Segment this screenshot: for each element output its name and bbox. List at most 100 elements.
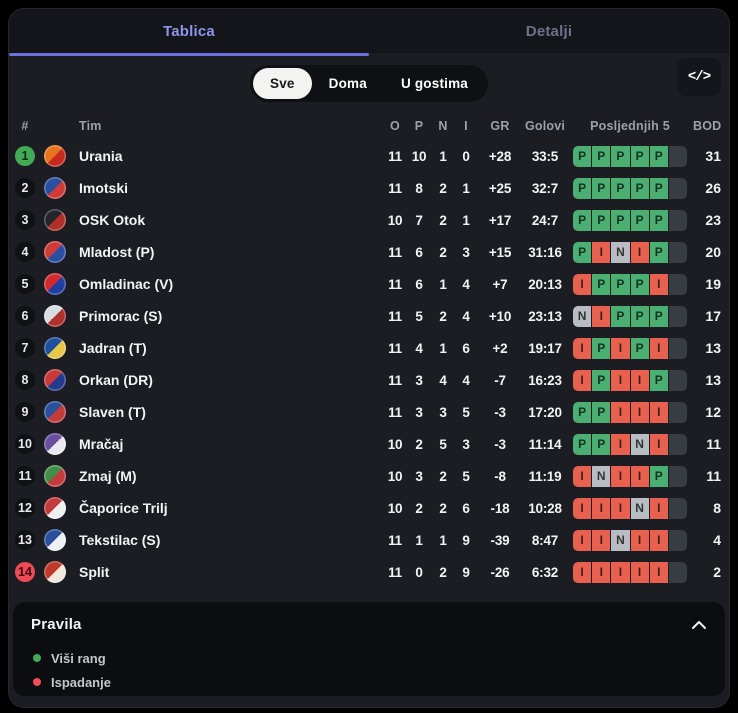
rank-badge: 5 bbox=[15, 274, 35, 294]
form-result-I: I bbox=[611, 465, 630, 487]
team-logo bbox=[44, 497, 66, 519]
goal-diff-value: +7 bbox=[492, 276, 508, 292]
form-result-P: P bbox=[649, 305, 668, 327]
tab-tablica[interactable]: Tablica bbox=[163, 22, 215, 40]
filter-row: Sve Doma U gostima </> bbox=[9, 56, 729, 110]
form-result-P: P bbox=[649, 369, 668, 391]
goal-diff-value: -18 bbox=[490, 500, 510, 516]
played-value: 11 bbox=[388, 148, 402, 164]
form-result-P: P bbox=[630, 209, 649, 231]
goals-value: 19:17 bbox=[528, 340, 562, 356]
rank-badge: 14 bbox=[15, 562, 35, 582]
losses-value: 3 bbox=[462, 436, 470, 452]
legend-label: Ispadanje bbox=[51, 674, 111, 690]
wins-value: 3 bbox=[415, 468, 423, 484]
goals-value: 32:7 bbox=[531, 180, 559, 196]
losses-value: 9 bbox=[462, 532, 470, 548]
points-value: 31 bbox=[705, 148, 721, 164]
filter-sve[interactable]: Sve bbox=[253, 67, 312, 99]
tab-detalji[interactable]: Detalji bbox=[525, 22, 573, 40]
form-result-empty bbox=[668, 369, 687, 391]
losses-value: 0 bbox=[462, 148, 470, 164]
form-result-I: I bbox=[573, 561, 592, 583]
draws-value: 4 bbox=[439, 372, 447, 388]
goal-diff-value: -3 bbox=[494, 404, 506, 420]
points-value: 11 bbox=[706, 436, 721, 452]
standings-table: # Tim O P N I GR Golovi Posljednjih 5 BO… bbox=[9, 112, 729, 588]
chevron-up-icon[interactable] bbox=[691, 620, 707, 630]
played-value: 11 bbox=[388, 372, 402, 388]
wins-value: 7 bbox=[415, 212, 423, 228]
form-result-I: I bbox=[649, 561, 668, 583]
header-played: O bbox=[390, 119, 400, 133]
form-result-I: I bbox=[592, 305, 611, 327]
goal-diff-value: +10 bbox=[488, 308, 512, 324]
form-result-I: I bbox=[611, 433, 630, 455]
goal-diff-value: -7 bbox=[494, 372, 506, 388]
wins-value: 8 bbox=[415, 180, 423, 196]
form-result-N: N bbox=[592, 465, 611, 487]
rank-badge: 8 bbox=[15, 370, 35, 390]
form-result-I: I bbox=[649, 337, 668, 359]
legend-item-promotion: Viši rang bbox=[31, 646, 707, 670]
form-result-N: N bbox=[611, 529, 630, 551]
form-result-I: I bbox=[611, 401, 630, 423]
points-value: 20 bbox=[705, 244, 721, 260]
goal-diff-value: -39 bbox=[490, 532, 510, 548]
form-result-empty bbox=[668, 529, 687, 551]
points-value: 8 bbox=[713, 500, 721, 516]
form-result-empty bbox=[668, 561, 687, 583]
rules-header[interactable]: Pravila bbox=[31, 616, 707, 633]
form-result-empty bbox=[668, 209, 687, 231]
form-result-I: I bbox=[592, 529, 611, 551]
filter-doma[interactable]: Doma bbox=[312, 68, 384, 99]
form-result-I: I bbox=[573, 273, 592, 295]
team-logo bbox=[44, 465, 66, 487]
team-logo bbox=[44, 337, 66, 359]
losses-value: 5 bbox=[462, 404, 470, 420]
form-result-empty bbox=[668, 337, 687, 359]
form-result-P: P bbox=[592, 337, 611, 359]
goals-value: 6:32 bbox=[531, 564, 559, 580]
header-wins: P bbox=[414, 119, 424, 133]
played-value: 11 bbox=[388, 404, 402, 420]
team-name: Urania bbox=[79, 148, 123, 164]
filter-pill-group: Sve Doma U gostima bbox=[250, 64, 488, 102]
form-result-P: P bbox=[573, 433, 592, 455]
team-logo bbox=[44, 401, 66, 423]
draws-value: 1 bbox=[439, 532, 447, 548]
filter-u-gostima[interactable]: U gostima bbox=[384, 68, 485, 99]
draws-value: 2 bbox=[439, 212, 447, 228]
form-result-I: I bbox=[630, 401, 649, 423]
header-last5: Posljednjih 5 bbox=[590, 119, 670, 133]
goal-diff-value: +28 bbox=[488, 148, 512, 164]
form-result-I: I bbox=[630, 369, 649, 391]
goal-diff-value: +15 bbox=[488, 244, 512, 260]
rank-badge: 11 bbox=[15, 466, 35, 486]
goals-value: 17:20 bbox=[528, 404, 562, 420]
header-team: Tim bbox=[79, 119, 102, 133]
losses-value: 1 bbox=[462, 180, 470, 196]
team-name: Zmaj (M) bbox=[79, 468, 137, 484]
losses-value: 4 bbox=[462, 372, 470, 388]
rank-badge: 3 bbox=[15, 210, 35, 230]
embed-code-button[interactable]: </> bbox=[677, 58, 721, 96]
